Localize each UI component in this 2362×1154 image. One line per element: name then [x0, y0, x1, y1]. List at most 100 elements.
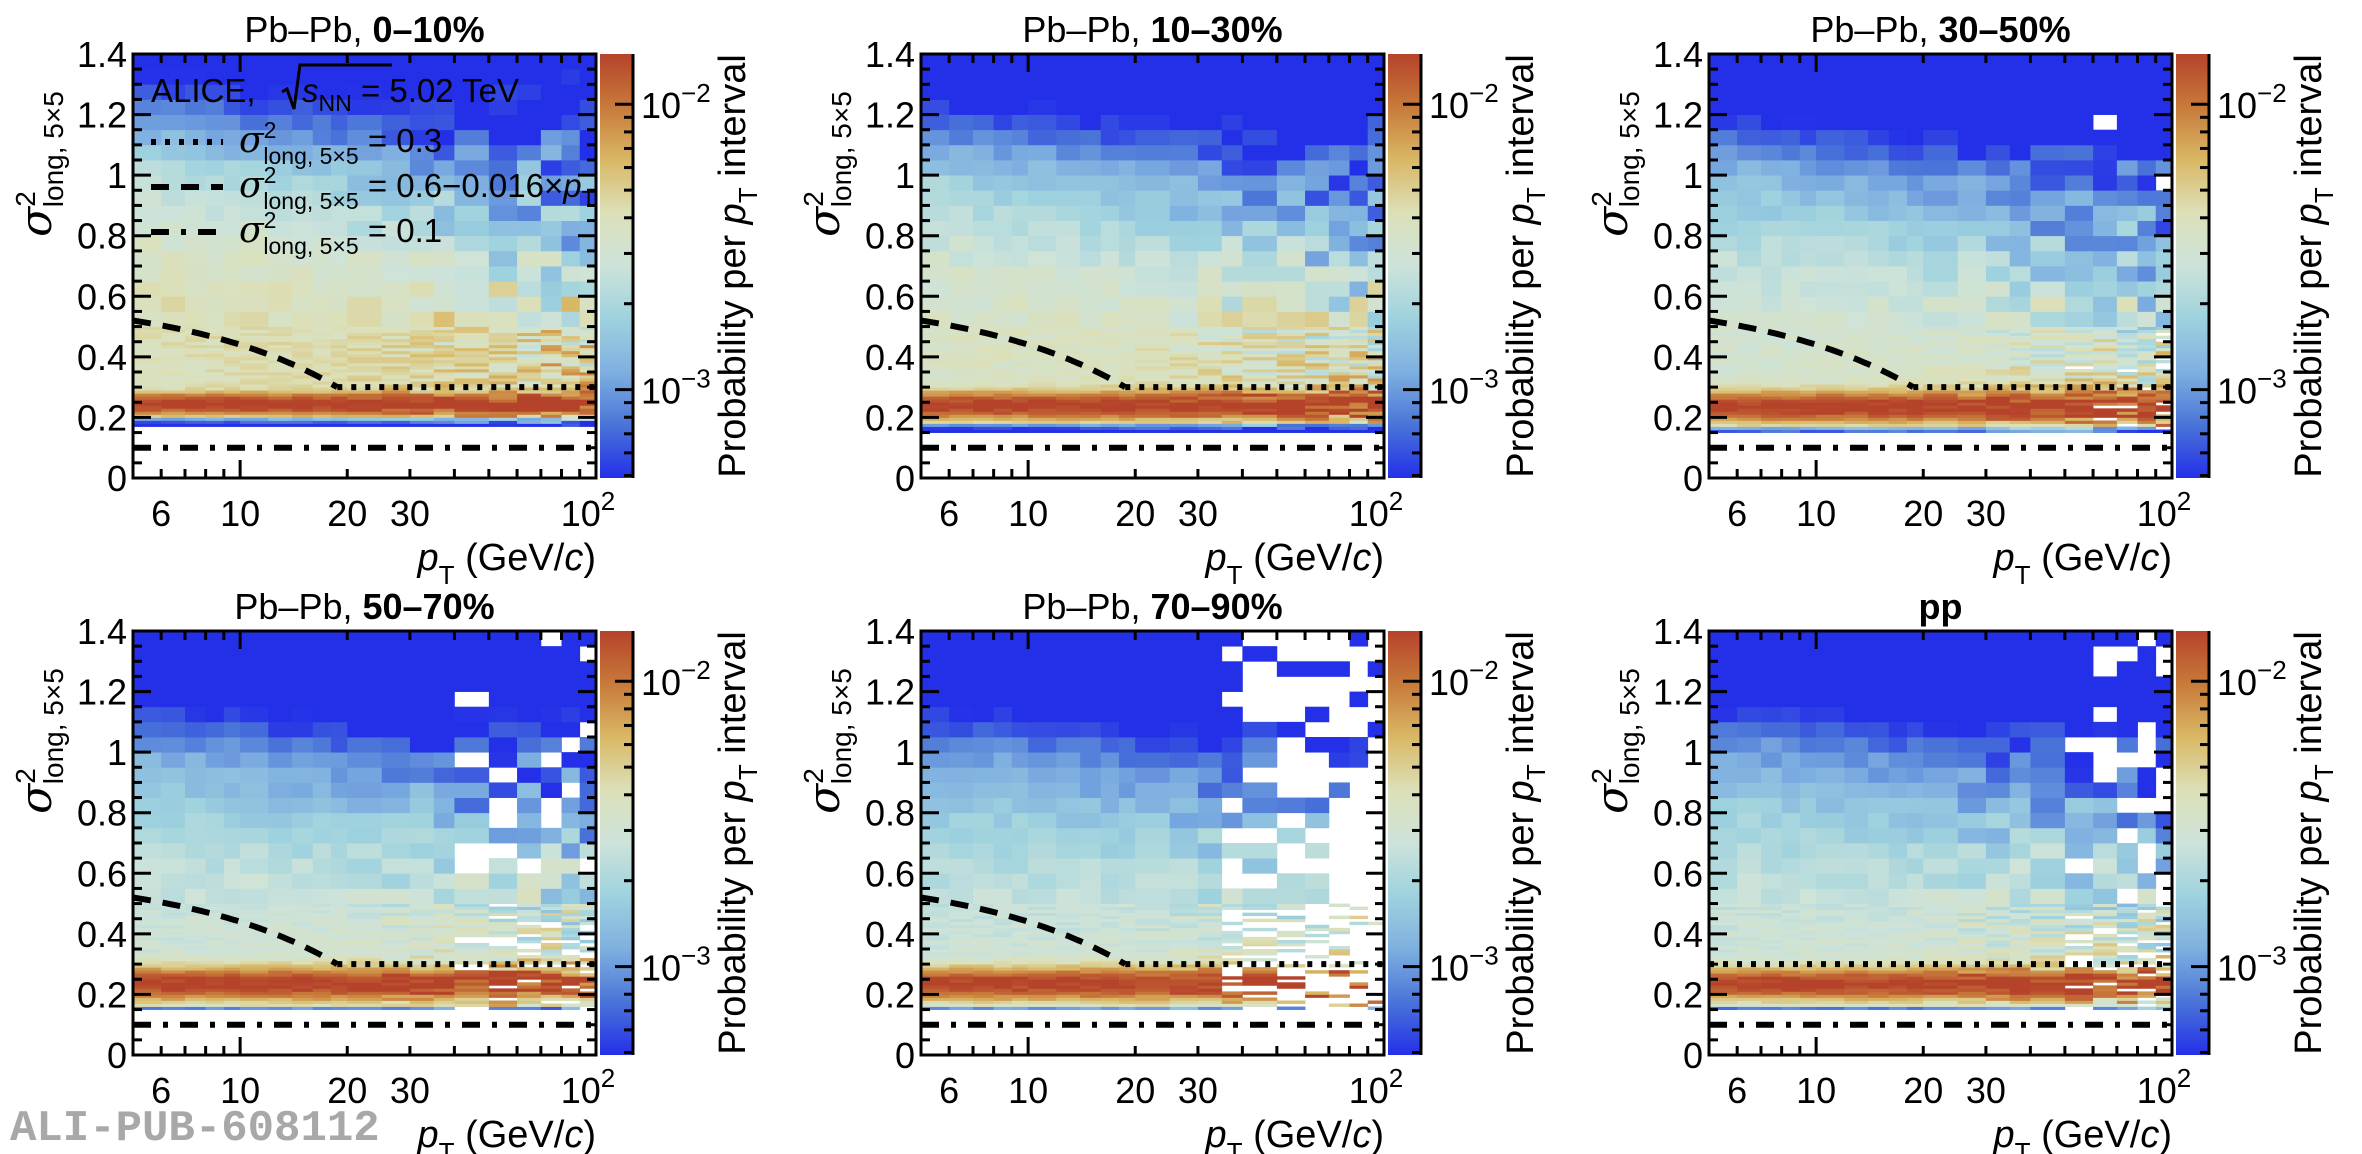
heatmap-cell [1761, 281, 1783, 297]
heatmap-cell [1221, 390, 1243, 394]
heatmap-cell [1957, 362, 1987, 367]
heatmap-cell [540, 250, 562, 267]
heatmap-cell [2009, 359, 2031, 364]
heatmap-cell [2064, 54, 2094, 70]
heatmap-cell [223, 190, 241, 206]
heatmap-cell [1100, 347, 1120, 352]
heatmap-cell [1781, 338, 1801, 343]
heatmap-cell [517, 967, 542, 971]
legend-subscript: long, 5×5 [263, 188, 358, 214]
heatmap-cell [1709, 387, 1738, 391]
heatmap-cell [347, 69, 383, 85]
heatmap-cell [1868, 408, 1890, 412]
heatmap-cell [1816, 175, 1845, 191]
heatmap-cell [1781, 99, 1801, 115]
heatmap-cell [312, 676, 332, 692]
heatmap-cell [1844, 144, 1869, 161]
text-part: 6 [151, 493, 171, 534]
heatmap-cell [433, 281, 455, 297]
heatmap-cell [292, 661, 314, 677]
heatmap-cell [1761, 344, 1783, 349]
heatmap-cell [185, 991, 207, 995]
heatmap-cell [185, 973, 207, 977]
heatmap-cell [1781, 365, 1801, 370]
heatmap-cell [347, 356, 383, 361]
heatmap-cell [223, 942, 241, 947]
heatmap-cell [433, 359, 455, 364]
heatmap-cell [1056, 329, 1081, 334]
heatmap-cell [1985, 375, 2011, 379]
heatmap-cell [454, 918, 490, 923]
heatmap-cell [1985, 347, 2011, 352]
heatmap-cell [133, 160, 162, 176]
heatmap-cell [1169, 393, 1199, 397]
heatmap-cell [1709, 341, 1738, 346]
heatmap-cell [2030, 344, 2066, 349]
heatmap-cell [1737, 381, 1762, 385]
heatmap-cell [1799, 408, 1817, 412]
heatmap-cell [921, 326, 950, 330]
heatmap-cell [185, 190, 207, 206]
heatmap-cell [921, 912, 950, 917]
heatmap-cell [2116, 402, 2138, 406]
heatmap-cell [2137, 393, 2157, 397]
heatmap-cell [330, 411, 348, 415]
heatmap-cell [161, 646, 186, 662]
heatmap-cell [1906, 129, 1924, 146]
heatmap-cell [540, 381, 562, 385]
heatmap-cell [347, 927, 383, 932]
heatmap-cell [2137, 281, 2157, 297]
heatmap-cell [347, 144, 383, 161]
heatmap-cell [1781, 326, 1801, 330]
heatmap-cell [1349, 332, 1369, 337]
heatmap-cell [161, 906, 186, 911]
heatmap-cell [268, 160, 293, 176]
heatmap-cell [561, 266, 581, 282]
heatmap-cell [330, 973, 348, 977]
heatmap-cell [579, 344, 597, 349]
heatmap-cell [1080, 356, 1102, 361]
heatmap-cell [205, 311, 225, 327]
title-system: Pb–Pb, [1810, 9, 1938, 50]
heatmap-cell [2116, 335, 2138, 340]
heatmap-cell [1328, 190, 1350, 206]
heatmap-cell [1242, 350, 1278, 355]
heatmap-cell [949, 372, 974, 376]
heatmap-cell [2009, 411, 2031, 415]
heatmap-cell [993, 381, 1013, 385]
heatmap-cell [2093, 250, 2118, 267]
heatmap-cell [1844, 365, 1869, 370]
heatmap-cell [1056, 399, 1081, 403]
heatmap-cell [292, 631, 314, 647]
heatmap-cell [409, 737, 435, 753]
heatmap-cell [2116, 250, 2138, 267]
heatmap-cell [312, 190, 332, 206]
heatmap-cell [223, 797, 241, 814]
heatmap-cell [579, 350, 597, 355]
heatmap-cell [1197, 414, 1223, 418]
heatmap-cell [561, 381, 581, 385]
heatmap-cell [1957, 84, 1987, 100]
heatmap-cell [2030, 423, 2066, 427]
heatmap-cell [240, 721, 269, 738]
heatmap-cell [433, 982, 455, 986]
heatmap-cell [1080, 429, 1102, 433]
heatmap-cell [454, 378, 490, 382]
heatmap-cell [240, 84, 269, 100]
heatmap-cell [1276, 417, 1306, 421]
pt-symbol: p [562, 167, 581, 204]
heatmap-cell [292, 706, 314, 723]
heatmap-cell [1011, 296, 1029, 312]
heatmap-cell [1100, 402, 1120, 406]
heatmap-cell [1957, 347, 1987, 352]
heatmap-cell [1985, 326, 2011, 330]
heatmap-cell [330, 338, 348, 343]
heatmap-cell [579, 396, 597, 400]
heatmap-cell [488, 994, 518, 998]
heatmap-cell [1868, 347, 1890, 352]
heatmap-cell [240, 888, 269, 904]
heatmap-cell [205, 812, 225, 829]
heatmap-cell [1868, 365, 1890, 370]
heatmap-cell [488, 160, 518, 176]
heatmap-cell [1781, 356, 1801, 361]
